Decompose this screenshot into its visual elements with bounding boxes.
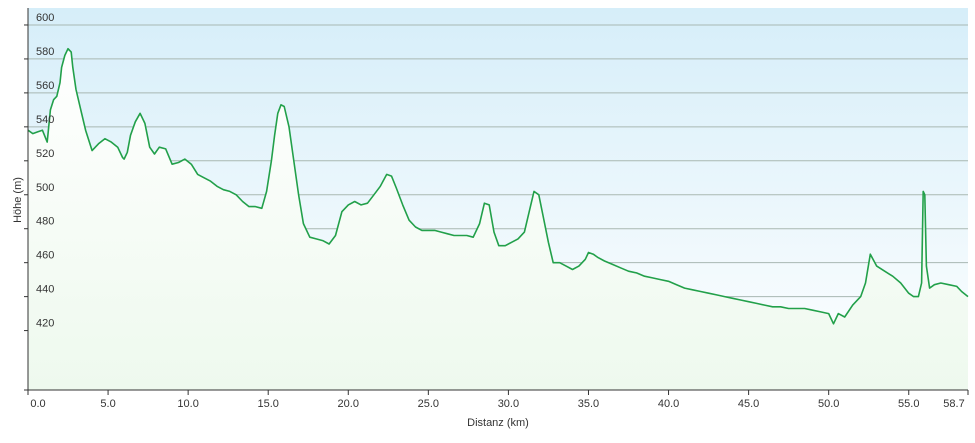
y-tick-label: 440 <box>36 284 54 296</box>
axes <box>24 8 969 395</box>
x-tick-label: 35.0 <box>578 398 599 410</box>
x-tick-label: 40.0 <box>658 398 679 410</box>
elevation-area <box>28 48 968 390</box>
x-tick-label: 10.0 <box>177 398 198 410</box>
x-tick-label: 25.0 <box>418 398 439 410</box>
x-tick-labels: 0.0 5.0 10.0 15.0 20.0 25.0 30.0 35.0 40.0 45.0 50… <box>30 398 964 410</box>
y-tick-label: 420 <box>36 318 54 330</box>
x-tick-label: 20.0 <box>338 398 359 410</box>
y-tick-label: 460 <box>36 250 54 262</box>
x-tick-label: 45.0 <box>738 398 759 410</box>
y-axis-label: Höhe (m) <box>12 177 24 223</box>
x-tick-label: 0.0 <box>30 398 45 410</box>
y-tick-label: 600 <box>36 12 54 24</box>
y-tick-label: 560 <box>36 80 54 92</box>
x-tick-label: 5.0 <box>100 398 115 410</box>
y-tick-label: 520 <box>36 148 54 160</box>
x-tick-label: 30.0 <box>498 398 519 410</box>
y-tick-label: 480 <box>36 216 54 228</box>
y-tick-label: 580 <box>36 46 54 58</box>
y-tick-label: 540 <box>36 114 54 126</box>
y-tick-label: 500 <box>36 182 54 194</box>
x-axis-label: Distanz (km) <box>467 417 529 429</box>
x-tick-label: 50.0 <box>818 398 839 410</box>
x-tick-label: 15.0 <box>257 398 278 410</box>
x-tick-label: 58.7 <box>943 398 964 410</box>
y-tick-labels: 420 440 460 480 500 520 540 560 580 600 <box>36 12 54 330</box>
x-tick-label: 55.0 <box>898 398 919 410</box>
elevation-line <box>27 47 969 325</box>
